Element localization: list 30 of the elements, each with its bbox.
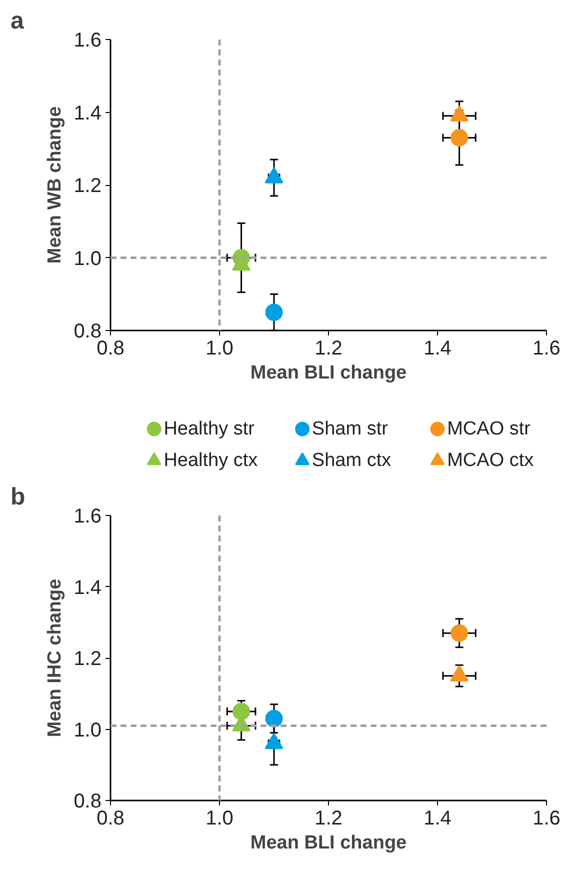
x-tick-label: 1.4 xyxy=(424,338,452,360)
x-tick-label: 1.6 xyxy=(532,338,560,360)
y-tick-label: 1.6 xyxy=(74,506,102,528)
x-tick-label: 1.2 xyxy=(314,338,342,360)
chart-title: b xyxy=(10,484,26,510)
y-tick-label: 1.4 xyxy=(74,576,102,599)
legend-label: Sham str xyxy=(312,418,389,440)
legend-label: MCAO str xyxy=(447,418,532,440)
y-axis-title: Mean IHC change xyxy=(44,578,66,738)
y-axis-title: Mean WB change xyxy=(44,106,66,264)
x-tick-label: 1.2 xyxy=(314,808,342,830)
legend-label: MCAO ctx xyxy=(447,450,534,472)
y-tick-label: 1.2 xyxy=(74,175,102,197)
x-tick-label: 0.8 xyxy=(96,338,124,360)
y-tick-label: 1.0 xyxy=(74,248,102,270)
x-axis-title: Mean BLI change xyxy=(250,832,407,854)
y-tick-label: 1.0 xyxy=(74,719,102,742)
x-axis-title: Mean BLI change xyxy=(250,362,407,384)
chart-title: a xyxy=(10,8,24,34)
y-tick-label: 1.2 xyxy=(74,648,102,670)
legend-label: Healthy str xyxy=(164,418,256,440)
x-tick-label: 1.0 xyxy=(206,338,234,360)
x-tick-label: 1.6 xyxy=(532,808,560,830)
x-tick-label: 1.4 xyxy=(424,808,452,830)
legend-label: Healthy ctx xyxy=(164,450,258,472)
x-tick-label: 1.0 xyxy=(206,808,234,830)
x-tick-label: 0.8 xyxy=(96,808,124,830)
y-tick-label: 1.4 xyxy=(74,102,102,124)
y-tick-label: 1.6 xyxy=(74,30,102,52)
legend-label: Sham ctx xyxy=(312,450,392,472)
